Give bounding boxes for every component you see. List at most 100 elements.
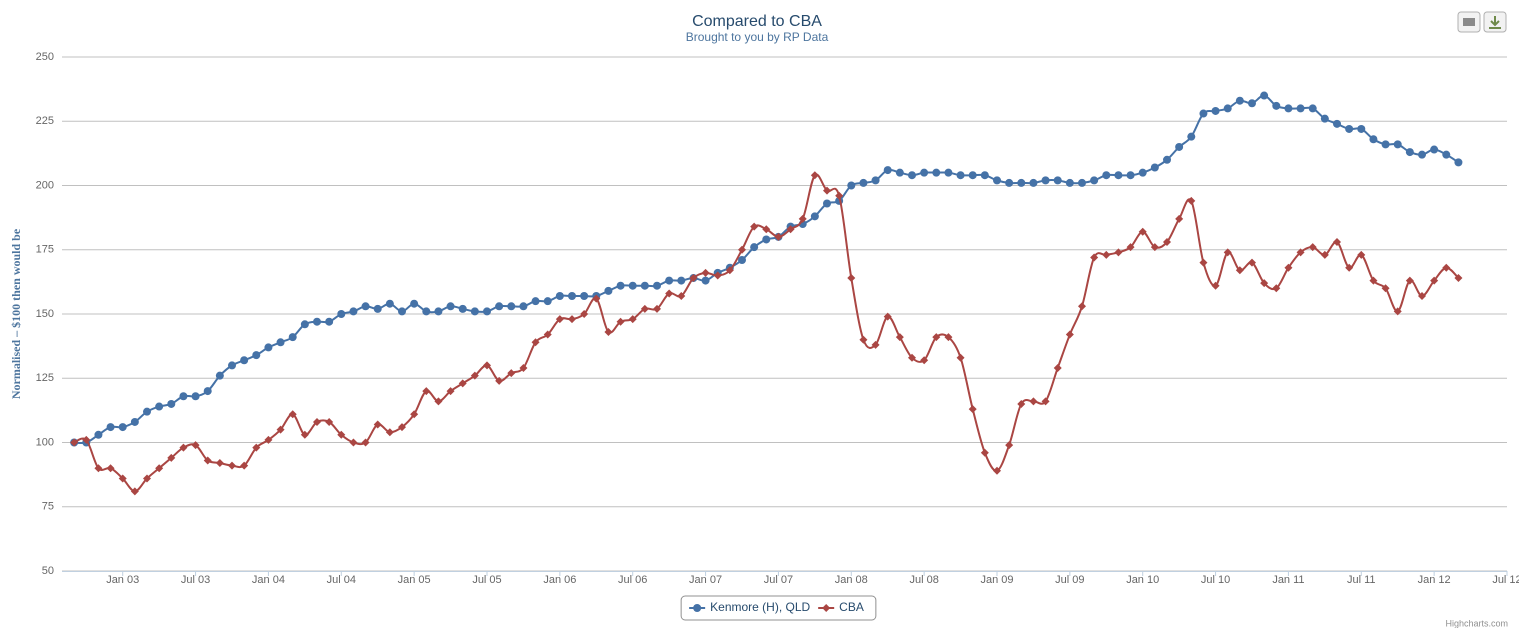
data-point xyxy=(1284,104,1293,113)
data-point xyxy=(1248,99,1256,108)
data-point xyxy=(1041,176,1050,185)
y-tick-label: 100 xyxy=(36,436,54,448)
data-point xyxy=(750,243,759,252)
data-point xyxy=(1345,124,1354,133)
data-point xyxy=(215,371,224,380)
data-point xyxy=(410,410,419,419)
data-point xyxy=(847,274,856,283)
data-point xyxy=(1393,307,1402,316)
y-tick-label: 75 xyxy=(42,501,54,513)
data-point xyxy=(82,435,91,444)
y-tick-label: 225 xyxy=(36,115,54,127)
data-point xyxy=(1369,135,1378,144)
data-point xyxy=(483,361,491,370)
legend-item[interactable]: CBA xyxy=(818,600,864,614)
data-point xyxy=(1381,140,1390,149)
x-tick-label: Jul 05 xyxy=(472,574,501,586)
data-point xyxy=(325,317,334,326)
credits: Highcharts.com xyxy=(1445,618,1508,628)
data-point xyxy=(1017,178,1026,187)
data-point xyxy=(810,212,819,221)
series xyxy=(70,91,1463,447)
export-button[interactable] xyxy=(1483,11,1507,33)
data-point xyxy=(908,353,916,362)
data-point xyxy=(1430,276,1439,285)
data-point xyxy=(495,376,504,385)
data-point xyxy=(1017,399,1026,408)
data-point xyxy=(653,281,661,290)
data-point xyxy=(883,166,892,175)
x-tick-label: Jul 11 xyxy=(1347,574,1376,586)
data-point xyxy=(1260,91,1269,100)
data-point xyxy=(725,266,734,275)
data-point xyxy=(252,443,261,452)
data-point xyxy=(968,171,977,180)
data-point xyxy=(568,292,576,301)
data-point xyxy=(228,361,236,370)
data-point xyxy=(398,307,406,316)
x-tick-label: Jul 12 xyxy=(1492,574,1519,586)
series-line xyxy=(73,173,1460,493)
data-point xyxy=(446,387,455,396)
data-point xyxy=(483,307,491,316)
data-point xyxy=(519,363,528,372)
y-tick-label: 125 xyxy=(36,372,54,384)
data-point xyxy=(786,225,795,234)
data-point xyxy=(155,402,164,411)
data-point xyxy=(823,199,831,208)
legend-label: CBA xyxy=(839,600,864,614)
y-tick-label: 200 xyxy=(36,179,54,191)
x-tick-label: Jan 12 xyxy=(1418,574,1451,586)
data-point xyxy=(507,302,516,311)
x-tick-label: Jul 03 xyxy=(181,574,210,586)
data-point xyxy=(993,466,1001,475)
data-point xyxy=(1333,119,1341,128)
data-point xyxy=(1175,214,1184,223)
data-point xyxy=(1065,178,1074,187)
data-point xyxy=(592,294,601,303)
data-point xyxy=(980,171,989,180)
data-point xyxy=(1223,248,1232,257)
data-point xyxy=(665,276,674,285)
data-point xyxy=(1090,253,1099,262)
data-point xyxy=(580,310,589,318)
data-point xyxy=(1223,104,1232,113)
data-point xyxy=(1053,176,1062,185)
data-point xyxy=(1381,284,1390,293)
data-point xyxy=(1442,150,1451,159)
data-point xyxy=(373,420,382,429)
data-point xyxy=(616,281,625,290)
data-point xyxy=(1029,178,1038,187)
legend-symbol xyxy=(693,604,702,612)
data-point xyxy=(1393,140,1402,149)
legend-box xyxy=(680,595,877,621)
print-button[interactable] xyxy=(1457,11,1481,33)
data-point xyxy=(859,335,868,344)
data-point xyxy=(1199,109,1208,118)
data-point xyxy=(1053,363,1062,372)
data-point xyxy=(1138,168,1147,177)
data-point xyxy=(203,456,212,465)
data-point xyxy=(228,461,236,470)
legend-symbol xyxy=(822,604,831,612)
data-point xyxy=(1369,276,1378,285)
data-point xyxy=(422,307,431,316)
data-point xyxy=(203,387,212,396)
data-point xyxy=(604,327,613,336)
data-point xyxy=(1308,104,1317,113)
data-point xyxy=(434,397,443,406)
data-point xyxy=(118,423,127,432)
data-point xyxy=(155,464,164,473)
data-point xyxy=(543,330,552,339)
chart-title: Compared to CBA xyxy=(692,13,822,30)
data-point xyxy=(920,356,929,365)
data-point xyxy=(1150,243,1159,252)
data-point xyxy=(1333,238,1341,247)
data-point xyxy=(823,186,831,195)
data-point xyxy=(398,423,406,432)
legend-item[interactable]: Kenmore (H), QLD xyxy=(689,600,811,614)
data-point xyxy=(555,292,564,301)
chart-subtitle: Brought to you by RP Data xyxy=(686,30,829,44)
data-point xyxy=(653,304,661,313)
data-point xyxy=(1418,150,1426,159)
